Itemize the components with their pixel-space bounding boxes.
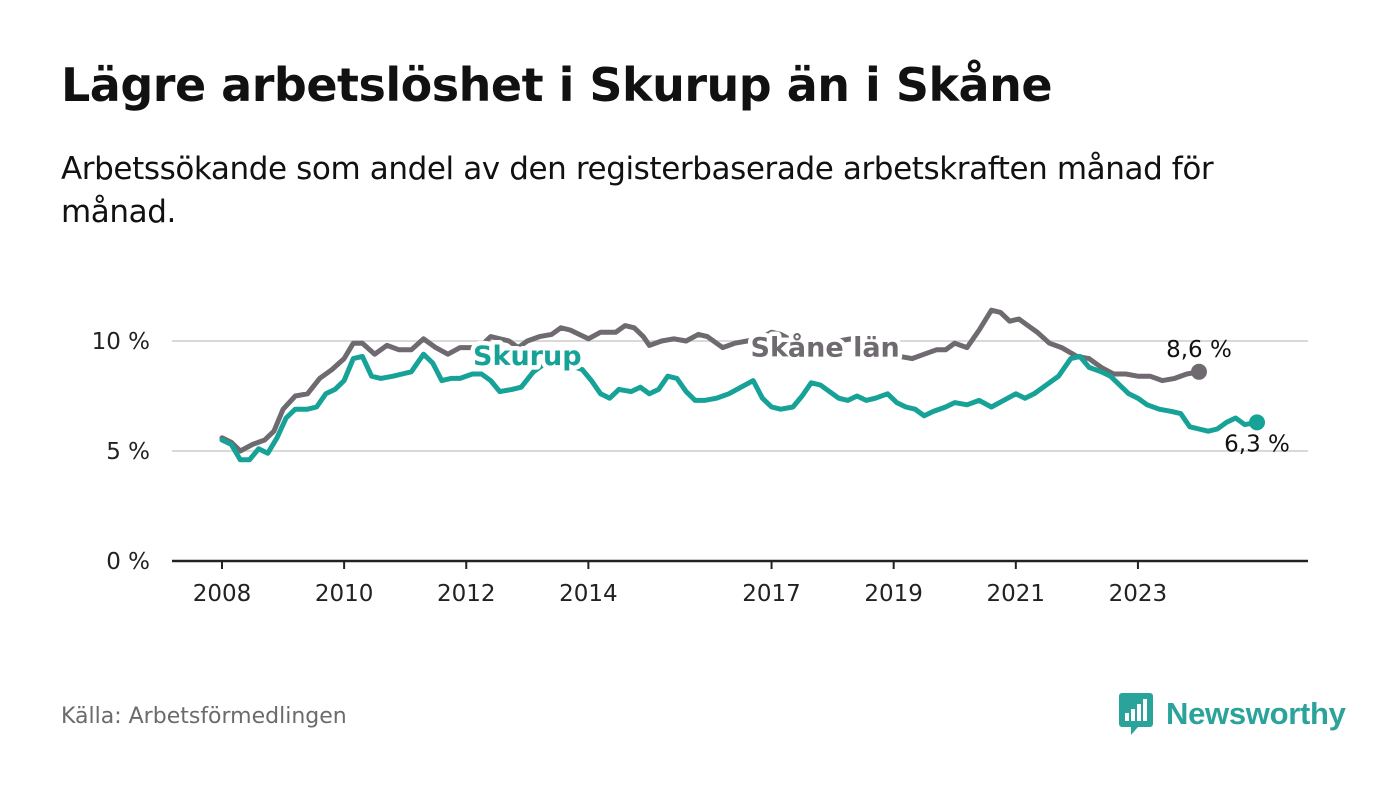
series-end-marker-sk-ne-l-n <box>1190 363 1207 380</box>
y-tick-label-5: 5 % <box>106 439 150 465</box>
chart-subtitle: Arbetssökande som andel av den registerb… <box>61 151 1214 230</box>
x-tick-label-2012: 2012 <box>437 581 496 607</box>
series-lines <box>219 307 1265 463</box>
y-tick-label-10: 10 % <box>92 329 150 355</box>
y-tick-label-0: 0 % <box>106 549 150 575</box>
bar-chart-logo-icon <box>1119 693 1153 735</box>
x-tick-label-2010: 2010 <box>315 581 374 607</box>
x-tick-label-2014: 2014 <box>559 581 618 607</box>
gridlines: 0 % 5 % 10 % <box>92 329 1308 575</box>
x-tick-label-2008: 2008 <box>193 581 252 607</box>
source-note: Källa: Arbetsförmedlingen <box>61 704 347 729</box>
series-label-sk-ne-l-n: Skåne län <box>751 331 900 363</box>
x-tick-label-2023: 2023 <box>1109 581 1168 607</box>
x-tick-label-2017: 2017 <box>742 581 801 607</box>
x-tick-label-2019: 2019 <box>864 581 923 607</box>
series-label-skurup: Skurup <box>473 341 582 372</box>
x-axis: 2008 2010 2012 2014 2017 2019 2021 2023 <box>172 559 1308 607</box>
series-line-sk-ne-l-n <box>219 307 1202 454</box>
series-labels: 8,6 % Skåne län 6,3 % Skurup <box>469 327 1290 458</box>
chart-title: Lägre arbetslöshet i Skurup än i Skåne <box>61 58 1053 112</box>
end-value-label-sk-ne-l-n: 8,6 % <box>1166 337 1232 363</box>
end-value-label-skurup: 6,3 % <box>1224 431 1290 457</box>
brand-logo[interactable]: Newsworthy <box>1118 690 1346 738</box>
series-line-skurup <box>219 351 1260 463</box>
x-tick-label-2021: 2021 <box>987 581 1046 607</box>
series-end-marker-skurup <box>1249 414 1265 431</box>
brand-name: Newsworthy <box>1166 696 1346 731</box>
